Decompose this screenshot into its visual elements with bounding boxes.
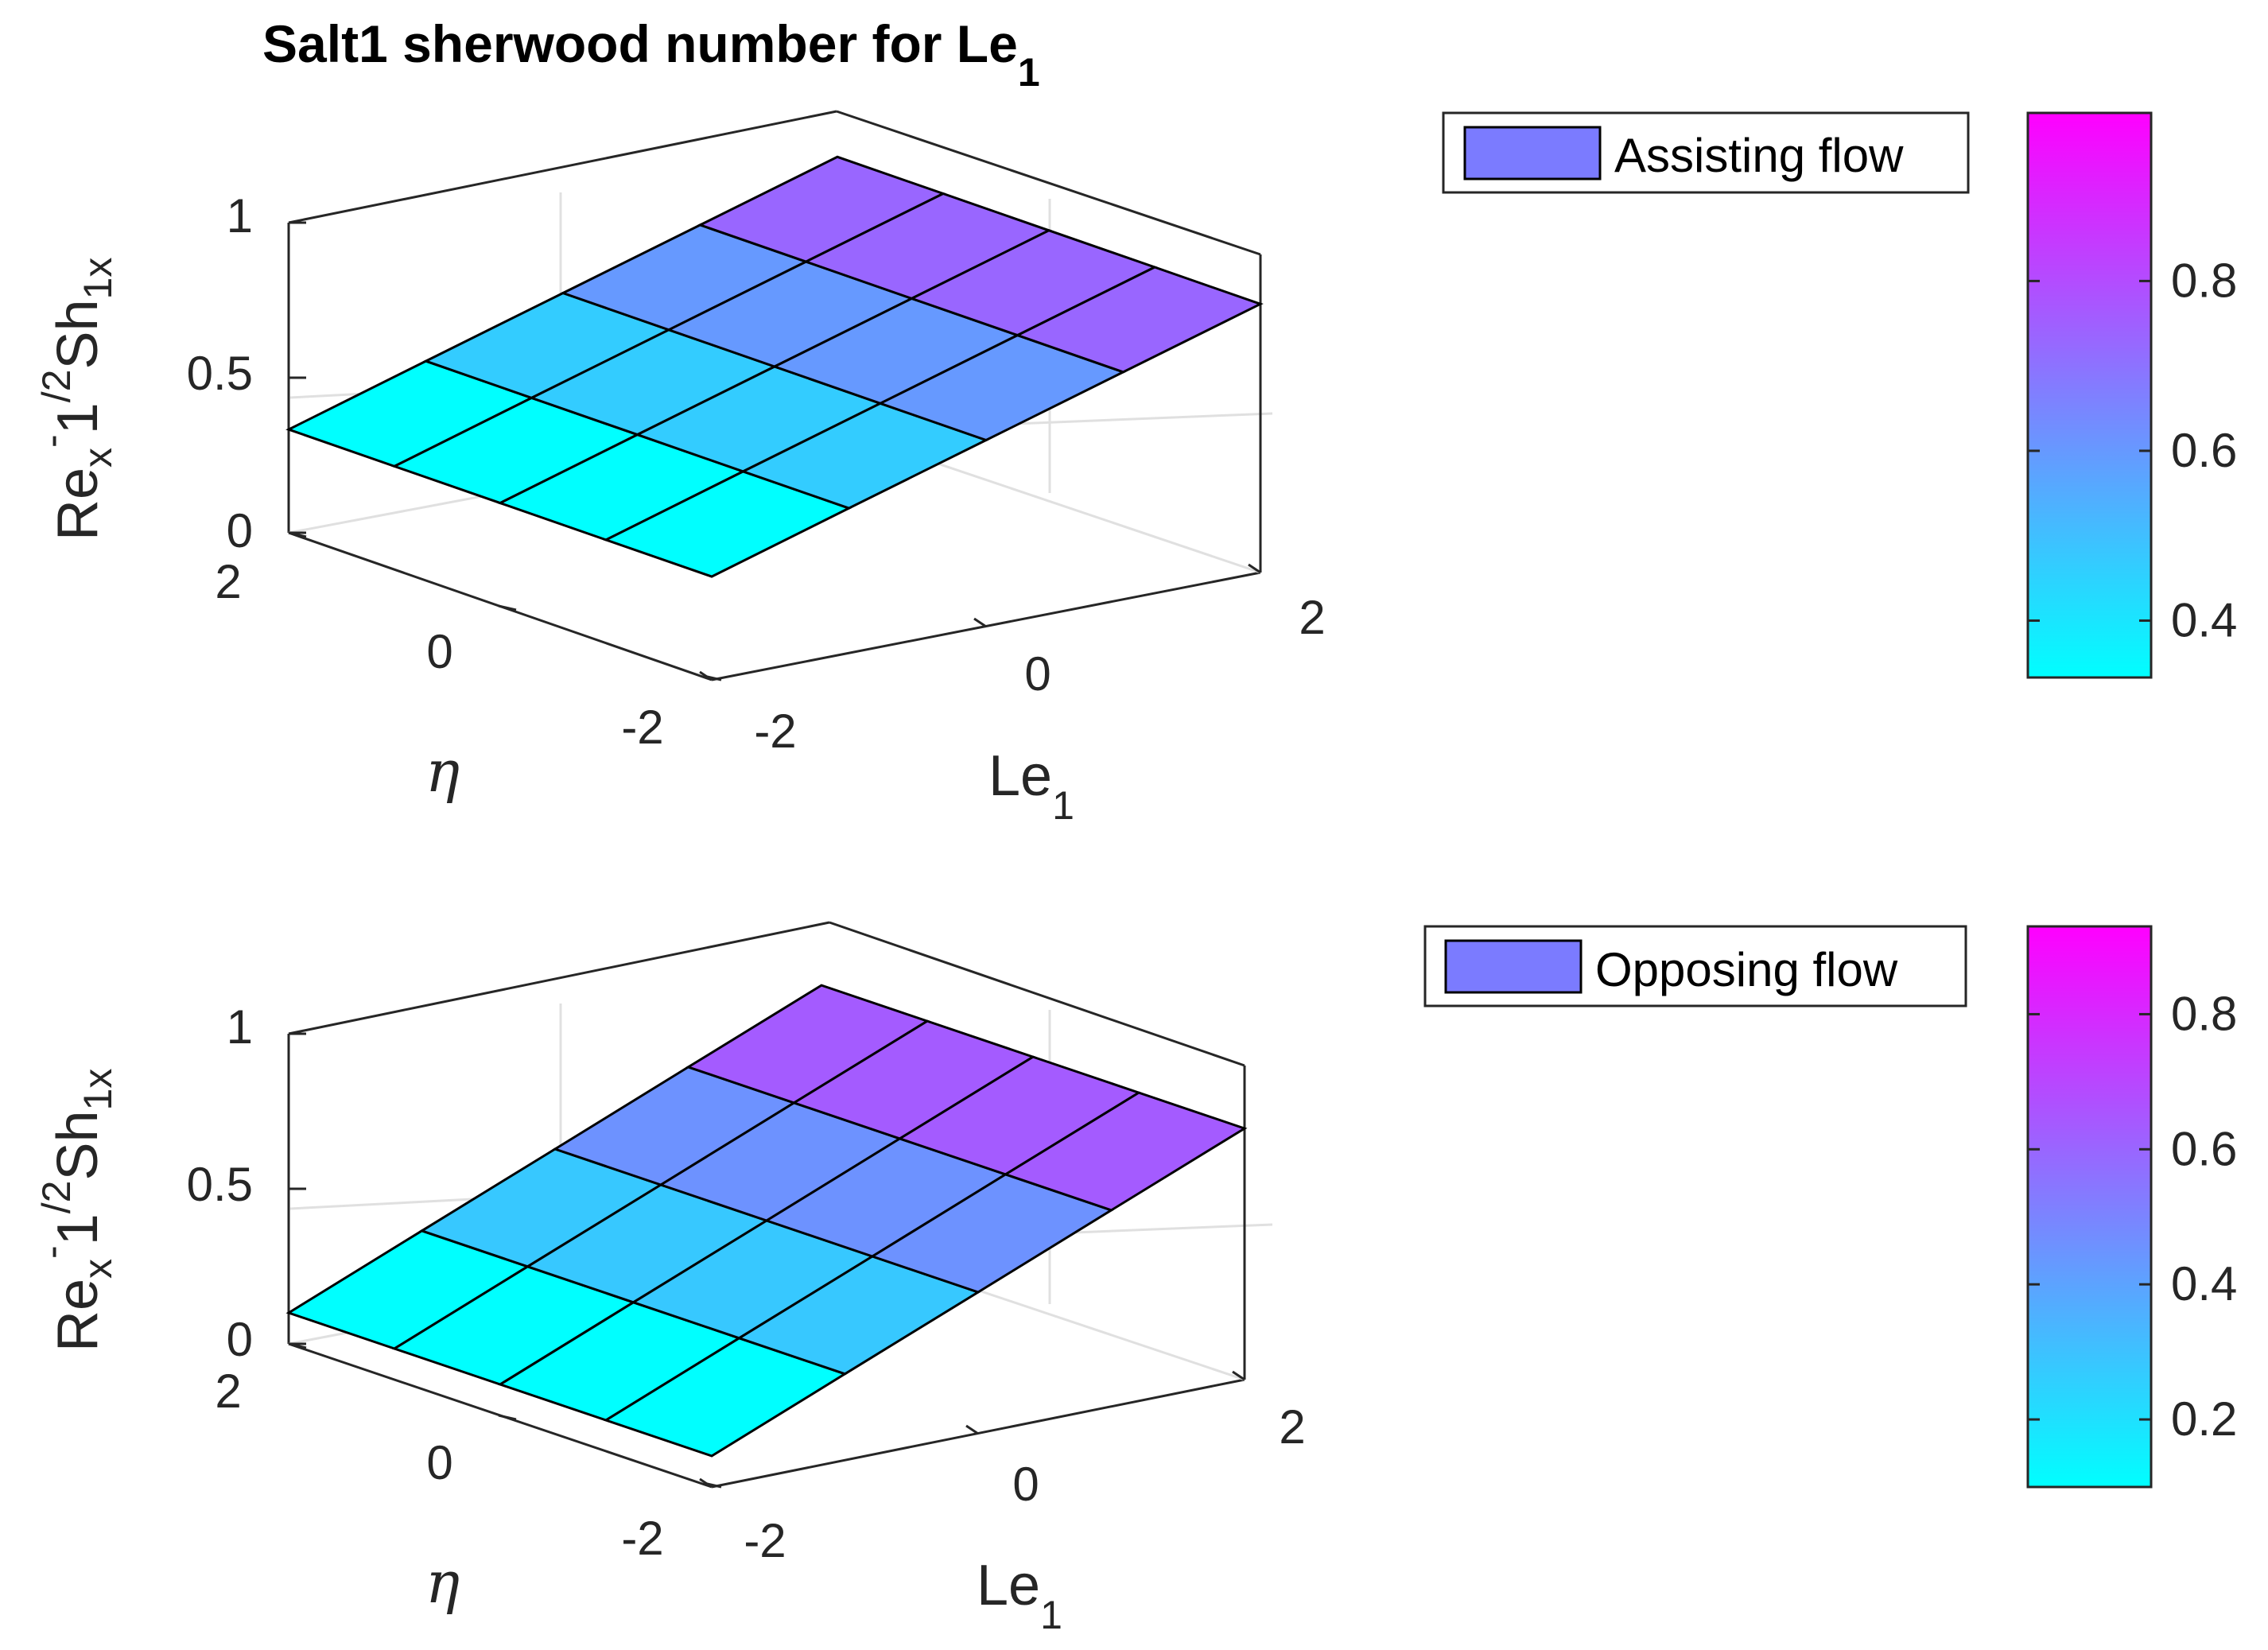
eta-tick-label: -2 xyxy=(621,701,663,754)
z-tick-label: 0 xyxy=(227,1313,253,1366)
top-le-ticks: -2 0 2 xyxy=(699,563,1326,758)
chart-title: Salt1 sherwood number for Le1 xyxy=(262,14,1040,95)
colorbar-tick-label: 0.8 xyxy=(2171,254,2237,307)
top-subplot: Salt1 sherwood number for Le1 xyxy=(29,14,2237,828)
eta-tick-label: 0 xyxy=(426,625,452,678)
legend-swatch xyxy=(1444,939,1583,994)
top-axes-box: 1 0.5 0 2 0 -2 -2 0 2 xyxy=(187,110,1326,758)
z-tick-label: 0.5 xyxy=(187,1158,253,1211)
bottom-surface xyxy=(285,984,1248,1458)
le-tick-label: -2 xyxy=(744,1514,786,1567)
z-tick-label: 1 xyxy=(227,1000,253,1054)
le-tick-label: 2 xyxy=(1279,1400,1305,1454)
eta-axis-label: η xyxy=(425,1549,460,1616)
le-tick-label: 2 xyxy=(1299,591,1325,644)
z-tick-label: 0.5 xyxy=(187,347,253,400)
bottom-le-ticks: -2 0 2 xyxy=(699,1370,1306,1567)
z-axis-label: Rex-1/2Sh1x xyxy=(29,258,120,541)
z-tick-label: 1 xyxy=(227,189,253,243)
le-tick-label: 0 xyxy=(1012,1458,1039,1511)
legend-label: Opposing flow xyxy=(1595,943,1898,996)
eta-tick-label: 2 xyxy=(215,1365,241,1418)
top-surface xyxy=(285,155,1264,578)
colorbar-tick-label: 0.8 xyxy=(2171,987,2237,1040)
legend: Opposing flow xyxy=(1423,925,1967,1007)
bottom-subplot: 1 0.5 0 2 0 -2 -2 0 2 xyxy=(29,921,2237,1637)
surface-patch xyxy=(1002,1091,1248,1212)
bottom-axes-box: 1 0.5 0 2 0 -2 -2 0 2 xyxy=(187,921,1306,1567)
bottom-eta-ticks: 2 0 -2 xyxy=(215,1342,722,1565)
colorbar-tick-label: 0.2 xyxy=(2171,1392,2237,1446)
le-axis-label: Le1 xyxy=(977,1554,1062,1637)
colorbar-tick-label: 0.4 xyxy=(2171,593,2237,646)
legend: Assisting flow xyxy=(1442,111,1970,194)
z-axis-label: Rex-1/2Sh1x xyxy=(29,1069,120,1352)
colorbar: 0.4 0.6 0.8 xyxy=(2026,111,2237,679)
eta-tick-label: -2 xyxy=(621,1512,663,1565)
surface-patch xyxy=(1014,266,1264,374)
le-tick-label: 0 xyxy=(1024,647,1051,701)
le-tick-label: -2 xyxy=(754,705,796,758)
top-z-ticks: 1 0.5 0 xyxy=(187,189,306,557)
top-eta-ticks: 2 0 -2 xyxy=(215,531,722,754)
bottom-z-ticks: 1 0.5 0 xyxy=(187,1000,306,1366)
eta-tick-label: 2 xyxy=(215,555,241,608)
z-tick-label: 0 xyxy=(227,504,253,557)
le-axis-label: Le1 xyxy=(988,744,1074,828)
colorbar: 0.2 0.4 0.6 0.8 xyxy=(2026,925,2237,1489)
eta-axis-label: η xyxy=(425,738,460,805)
eta-tick-label: 0 xyxy=(426,1436,452,1489)
colorbar-tick-label: 0.6 xyxy=(2171,424,2237,477)
legend-label: Assisting flow xyxy=(1614,129,1904,182)
legend-swatch xyxy=(1463,126,1602,181)
colorbar-tick-label: 0.4 xyxy=(2171,1257,2237,1310)
colorbar-tick-label: 0.6 xyxy=(2171,1122,2237,1175)
